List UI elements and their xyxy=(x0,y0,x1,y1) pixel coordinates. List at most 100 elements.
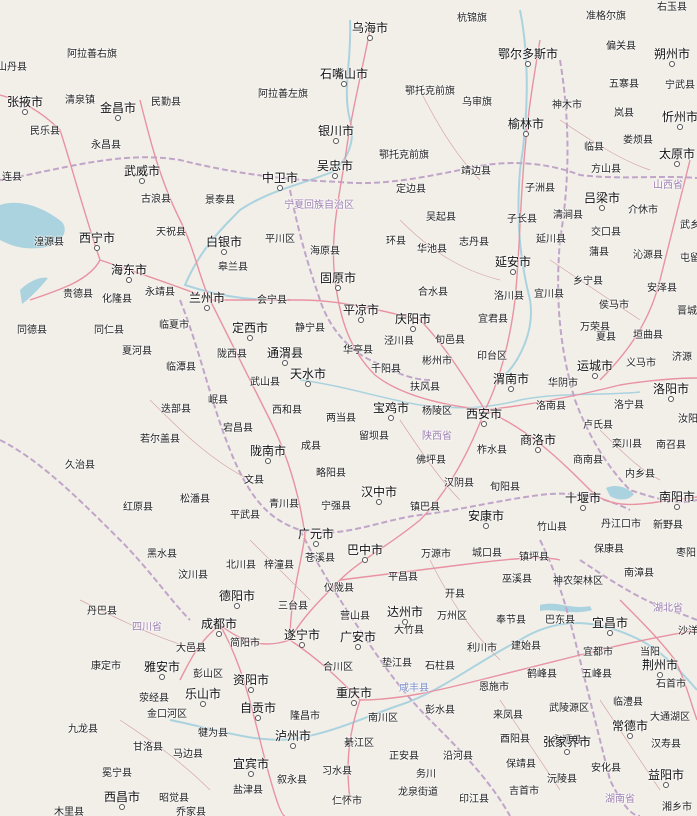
place-label-yanan[interactable]: 延安市 xyxy=(494,255,532,269)
place-label-mianning[interactable]: 冕宁县 xyxy=(102,768,132,779)
place-label-hanyin[interactable]: 汉阴县 xyxy=(444,478,474,489)
place-label-qianwei[interactable]: 犍为县 xyxy=(198,728,228,739)
place-label-ankang[interactable]: 安康市 xyxy=(467,509,505,523)
place-label-yinchuan[interactable]: 银川市 xyxy=(317,124,355,138)
place-label-sichuan[interactable]: 四川省 xyxy=(132,622,162,633)
place-label-wenchuan[interactable]: 汶川县 xyxy=(178,570,208,581)
city-marker-qingyang[interactable] xyxy=(410,326,416,332)
city-marker-lanzhou[interactable] xyxy=(204,305,210,311)
place-label-chengdu[interactable]: 成都市 xyxy=(200,617,238,631)
city-marker-yinchuan[interactable] xyxy=(333,138,339,144)
place-label-zichang[interactable]: 子长县 xyxy=(507,214,537,225)
place-label-yuanqu[interactable]: 垣曲县 xyxy=(633,330,663,341)
place-label-dangyang[interactable]: 当阳 xyxy=(640,647,660,658)
place-label-mabian[interactable]: 马边县 xyxy=(173,749,203,760)
place-label-jingchuan[interactable]: 泾川县 xyxy=(384,336,414,347)
place-label-jiaokou[interactable]: 交口县 xyxy=(591,227,621,238)
place-label-wufeng[interactable]: 五峰县 xyxy=(582,669,612,680)
city-marker-zhangjiajie[interactable] xyxy=(564,749,570,755)
place-label-huining[interactable]: 会宁县 xyxy=(257,295,287,306)
place-label-wuchuan[interactable]: 务川 xyxy=(416,769,436,780)
place-label-linli[interactable]: 临澧县 xyxy=(613,697,643,708)
place-label-yangling[interactable]: 杨陵区 xyxy=(422,406,452,417)
place-label-ningwu[interactable]: 宁武县 xyxy=(665,80,695,91)
place-label-kangding[interactable]: 康定市 xyxy=(91,661,121,672)
place-label-nanchuan[interactable]: 南川区 xyxy=(368,713,398,724)
place-label-ziyang[interactable]: 资阳市 xyxy=(232,673,270,687)
place-label-zhenba[interactable]: 镇巴县 xyxy=(410,502,440,513)
place-label-qijiang[interactable]: 綦江区 xyxy=(344,738,374,749)
place-label-jinkouhe[interactable]: 金口河区 xyxy=(147,709,187,720)
city-marker-yichang[interactable] xyxy=(607,630,613,636)
place-label-xuyong[interactable]: 叙永县 xyxy=(277,775,307,786)
place-label-wenxian[interactable]: 文县 xyxy=(244,475,264,486)
place-label-huanxian[interactable]: 环县 xyxy=(386,236,406,247)
place-label-beichuan[interactable]: 北川县 xyxy=(226,560,256,571)
city-marker-suining[interactable] xyxy=(299,642,305,648)
place-label-luoning[interactable]: 洛宁县 xyxy=(614,400,644,411)
place-label-wanyuan[interactable]: 万源市 xyxy=(421,549,451,560)
city-marker-deyang[interactable] xyxy=(234,603,240,609)
place-label-tianzhu[interactable]: 天祝县 xyxy=(156,227,186,238)
city-marker-jinchang[interactable] xyxy=(115,115,121,121)
city-marker-ankang[interactable] xyxy=(483,523,489,529)
place-label-wuzhong[interactable]: 吴忠市 xyxy=(316,159,354,173)
city-marker-xining[interactable] xyxy=(94,245,100,251)
place-label-fangshan[interactable]: 方山县 xyxy=(591,164,621,175)
place-label-yongjing[interactable]: 永靖县 xyxy=(145,287,175,298)
city-marker-zhangye[interactable] xyxy=(22,109,28,115)
place-label-yaan[interactable]: 雅安市 xyxy=(143,660,181,674)
place-label-nanyang[interactable]: 南阳市 xyxy=(658,490,696,504)
place-label-shiyan[interactable]: 十堰市 xyxy=(564,491,602,505)
place-label-wushan[interactable]: 武山县 xyxy=(250,377,280,388)
city-marker-yaan[interactable] xyxy=(159,674,165,680)
place-label-jingzhou[interactable]: 荆州市 xyxy=(641,658,679,672)
city-marker-tongwei[interactable] xyxy=(282,360,288,366)
city-marker-baiyin[interactable] xyxy=(221,249,227,255)
place-label-yichang[interactable]: 宜昌市 xyxy=(591,616,629,630)
place-label-lichuan[interactable]: 利川市 xyxy=(467,643,497,654)
place-label-jiulong[interactable]: 九龙县 xyxy=(68,724,98,735)
place-label-yidu[interactable]: 宜都市 xyxy=(583,647,613,658)
place-label-zhashui[interactable]: 柞水县 xyxy=(477,445,507,456)
place-label-shayang[interactable]: 沙洋 xyxy=(678,626,697,637)
place-label-hangjin[interactable]: 杭锦旗 xyxy=(457,13,487,24)
place-label-shangluo[interactable]: 商洛市 xyxy=(519,433,557,447)
place-label-xiangning[interactable]: 乡宁县 xyxy=(573,276,603,287)
place-label-xunyang[interactable]: 旬阳县 xyxy=(490,482,520,493)
place-label-jingning[interactable]: 静宁县 xyxy=(295,323,325,334)
place-label-wuhai[interactable]: 乌海市 xyxy=(351,21,389,35)
place-label-jiuzhi[interactable]: 久治县 xyxy=(65,460,95,471)
city-marker-wuwei[interactable] xyxy=(139,178,145,184)
place-label-muli[interactable]: 木里县 xyxy=(54,807,84,816)
city-marker-yibin[interactable] xyxy=(248,771,254,777)
place-label-yuanling[interactable]: 沅陵县 xyxy=(547,774,577,785)
place-label-chongqing[interactable]: 重庆市 xyxy=(335,686,373,700)
place-label-zhaojue[interactable]: 昭觉县 xyxy=(159,793,189,804)
place-label-diebu[interactable]: 迭部县 xyxy=(161,404,191,415)
place-label-zhungeer[interactable]: 准格尔旗 xyxy=(586,11,626,22)
place-label-yibin[interactable]: 宜宾市 xyxy=(232,757,270,771)
place-label-tongde[interactable]: 同德县 xyxy=(17,325,47,336)
city-marker-taiyuan[interactable] xyxy=(674,161,680,167)
place-label-xinye[interactable]: 新野县 xyxy=(653,520,683,531)
place-label-yanchuan[interactable]: 延川县 xyxy=(536,234,566,245)
place-label-xihe[interactable]: 西和县 xyxy=(272,405,302,416)
city-marker-chengdu[interactable] xyxy=(216,631,222,637)
place-label-xingjing[interactable]: 荥经县 xyxy=(139,693,169,704)
city-marker-pingliang[interactable] xyxy=(358,317,364,323)
place-label-lianxian[interactable]: 连县 xyxy=(2,172,22,183)
place-label-dingbian[interactable]: 定边县 xyxy=(396,184,426,195)
place-label-xishui[interactable]: 习水县 xyxy=(322,766,352,777)
place-label-luoyang[interactable]: 洛阳市 xyxy=(652,382,690,396)
place-label-shandan[interactable]: 山丹县 xyxy=(0,62,27,73)
place-label-minle[interactable]: 民勤县 xyxy=(151,97,181,108)
place-label-baiyin[interactable]: 白银市 xyxy=(205,235,243,249)
city-marker-zigong[interactable] xyxy=(255,715,261,721)
place-label-qianyang[interactable]: 千阳县 xyxy=(371,364,401,375)
place-label-longxin[interactable]: 龙泉街道 xyxy=(398,787,438,798)
place-label-hanshou[interactable]: 汉寿县 xyxy=(651,739,681,750)
place-label-pingwu[interactable]: 平武县 xyxy=(230,510,260,521)
city-marker-yulin[interactable] xyxy=(523,131,529,137)
city-marker-xichang[interactable] xyxy=(119,804,125,810)
